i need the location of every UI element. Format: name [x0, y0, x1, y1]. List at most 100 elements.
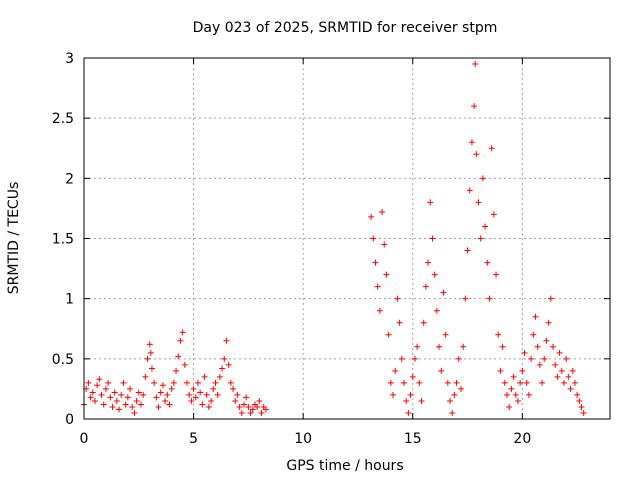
data-point	[98, 391, 105, 398]
data-point	[254, 403, 261, 410]
data-point	[512, 391, 519, 398]
y-tick-label: 1.5	[52, 232, 74, 248]
data-point	[243, 394, 250, 401]
data-point	[429, 235, 436, 242]
data-point	[416, 379, 423, 386]
data-point	[102, 385, 109, 392]
data-point	[536, 361, 543, 368]
data-point	[475, 199, 482, 206]
data-point	[234, 391, 241, 398]
data-point	[488, 145, 495, 152]
data-point	[147, 349, 154, 356]
data-point	[473, 151, 480, 158]
data-point	[216, 373, 223, 380]
data-point	[175, 353, 182, 360]
data-point	[179, 329, 186, 336]
x-axis-label: GPS time / hours	[286, 458, 403, 474]
data-point	[508, 385, 515, 392]
data-point	[571, 379, 578, 386]
data-point	[157, 389, 164, 396]
data-point	[462, 295, 469, 302]
data-point	[188, 397, 195, 404]
data-point	[400, 379, 407, 386]
data-point	[521, 349, 528, 356]
data-point	[444, 379, 451, 386]
data-point	[247, 409, 254, 416]
y-tick-label: 2	[65, 171, 74, 187]
data-point	[155, 403, 162, 410]
data-point	[558, 367, 565, 374]
data-point	[192, 394, 199, 401]
data-point	[468, 139, 475, 146]
y-tick-label: 0.5	[52, 352, 74, 368]
data-point	[376, 307, 383, 314]
data-point	[565, 373, 572, 380]
data-point	[142, 373, 149, 380]
data-point	[120, 379, 127, 386]
data-point	[94, 382, 101, 389]
data-point	[510, 373, 517, 380]
data-point	[173, 367, 180, 374]
data-point	[525, 391, 532, 398]
data-point	[210, 385, 217, 392]
data-point	[472, 61, 479, 68]
data-point	[447, 397, 454, 404]
data-point	[372, 259, 379, 266]
data-point	[451, 391, 458, 398]
data-point	[407, 391, 414, 398]
data-point	[214, 391, 221, 398]
data-point	[403, 397, 410, 404]
data-point	[484, 259, 491, 266]
data-point	[574, 391, 581, 398]
data-point	[460, 343, 467, 350]
data-point	[199, 401, 206, 408]
data-point	[197, 389, 204, 396]
data-point	[523, 379, 530, 386]
y-tick-label: 2.5	[52, 111, 74, 127]
data-point	[534, 343, 541, 350]
data-point	[554, 373, 561, 380]
data-point	[190, 385, 197, 392]
data-point	[455, 355, 462, 362]
data-point	[545, 319, 552, 326]
y-tick-label: 0	[65, 412, 74, 428]
data-point	[392, 367, 399, 374]
data-point	[530, 331, 537, 338]
data-point	[514, 397, 521, 404]
data-point	[576, 397, 583, 404]
data-point	[477, 235, 484, 242]
data-point	[107, 394, 114, 401]
data-point	[457, 385, 464, 392]
data-point	[503, 391, 510, 398]
data-point	[495, 331, 502, 338]
y-axis-label: SRMTID / TECUs	[6, 182, 22, 295]
plot-frame	[83, 57, 611, 420]
data-point	[127, 385, 134, 392]
x-tick-label: 5	[189, 431, 198, 447]
data-point	[184, 379, 191, 386]
data-point	[203, 391, 210, 398]
data-point	[236, 403, 243, 410]
data-point	[541, 355, 548, 362]
data-point	[140, 391, 147, 398]
data-point	[560, 379, 567, 386]
data-point	[240, 401, 247, 408]
x-axis-ticks: 0 5 10 15 20	[80, 58, 531, 447]
data-point	[556, 349, 563, 356]
data-point	[368, 213, 375, 220]
data-point	[201, 373, 208, 380]
data-point	[506, 403, 513, 410]
data-point	[370, 235, 377, 242]
data-point	[409, 373, 416, 380]
data-point	[385, 331, 392, 338]
data-point	[390, 391, 397, 398]
data-point	[162, 397, 169, 404]
y-tick-label: 3	[65, 51, 74, 67]
data-point	[124, 394, 131, 401]
data-point	[449, 409, 456, 416]
data-point	[181, 361, 188, 368]
data-point	[212, 379, 219, 386]
x-tick-label: 10	[294, 431, 312, 447]
data-point	[567, 385, 574, 392]
data-point	[164, 391, 171, 398]
